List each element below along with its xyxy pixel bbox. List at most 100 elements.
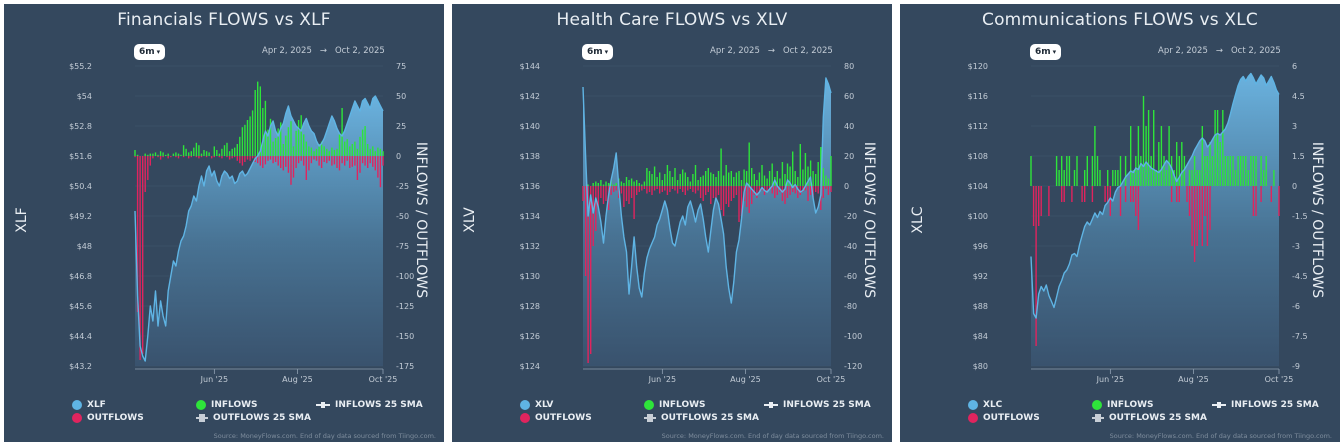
- inflow-bar: [1183, 156, 1186, 186]
- inflow-bar: [1181, 142, 1183, 186]
- outflow-bar: [1188, 186, 1191, 216]
- legend-outflows-sma[interactable]: OUTFLOWS 25 SMA: [196, 413, 311, 423]
- inflow-bar: [748, 142, 750, 186]
- legend-price[interactable]: XLC: [968, 400, 1002, 410]
- legend-price[interactable]: XLV: [520, 400, 553, 410]
- inflow-bar: [320, 141, 323, 156]
- date-end[interactable]: Oct 2, 2025: [782, 46, 833, 56]
- outflow-bar: [267, 156, 269, 161]
- legend-price[interactable]: XLF: [72, 400, 106, 410]
- inflow-bar: [1250, 156, 1252, 186]
- outflow-bar: [1130, 186, 1132, 202]
- outflow-bar: [218, 156, 221, 158]
- date-start[interactable]: Apr 2, 2025: [262, 46, 312, 56]
- inflow-bar: [671, 177, 674, 186]
- inflow-bar: [827, 178, 830, 186]
- price-line: [1030, 72, 1280, 319]
- outflow-bar: [177, 156, 180, 159]
- inflow-bar: [205, 151, 208, 156]
- inflow-bar: [382, 151, 384, 156]
- inflow-bar: [1214, 110, 1216, 186]
- outflow-bar: [699, 186, 702, 198]
- outflow-bar: [733, 186, 735, 198]
- y-left-tick-label: $116: [968, 92, 988, 101]
- outflow-bar: [241, 156, 244, 166]
- inflow-bar: [1263, 170, 1265, 186]
- inflow-bar: [758, 172, 761, 186]
- inflow-bar: [1193, 156, 1196, 186]
- chart-svg[interactable]: $120 $116 $112 $108 $104 $100 $96 $92 $88 $84 $80 6…: [900, 4, 1340, 442]
- inflow-bar: [208, 152, 210, 156]
- outflow-bar: [274, 156, 277, 162]
- outflow-bar: [139, 156, 141, 360]
- range-dropdown-button[interactable]: 6m ▾: [582, 44, 614, 60]
- inflow-bar: [257, 81, 259, 156]
- date-end[interactable]: Oct 2, 2025: [1230, 46, 1281, 56]
- legend-outflows-sma[interactable]: OUTFLOWS 25 SMA: [644, 413, 759, 423]
- legend-outflows-sma[interactable]: OUTFLOWS 25 SMA: [1092, 413, 1207, 423]
- y-right-tick-label: 75: [396, 62, 406, 71]
- outflow-bar: [1035, 186, 1037, 346]
- outflow-bar: [633, 186, 635, 219]
- inflow-bar: [751, 168, 753, 186]
- inflow-bar: [1086, 156, 1088, 186]
- legend-inflows-sma[interactable]: INFLOWS 25 SMA: [764, 400, 871, 410]
- inflow-bar: [771, 163, 773, 186]
- inflow-bar: [323, 146, 325, 156]
- inflow-bar: [1119, 156, 1122, 186]
- outflow-bar: [784, 186, 786, 204]
- y-left-tick-label: $108: [968, 152, 988, 161]
- arrow-icon: →: [319, 46, 327, 56]
- outflow-bar: [620, 186, 623, 194]
- date-start[interactable]: Apr 2, 2025: [710, 46, 760, 56]
- y-right-tick-label: -1.5: [1292, 212, 1308, 221]
- date-start[interactable]: Apr 2, 2025: [1158, 46, 1208, 56]
- inflow-bar: [781, 162, 784, 186]
- y-left-tick-label: $49.2: [69, 212, 92, 221]
- inflow-bar: [290, 121, 292, 156]
- inflow-bar: [172, 153, 175, 156]
- inflow-bar: [354, 141, 356, 156]
- square-line-icon: [644, 414, 656, 422]
- legend-inflows-sma[interactable]: INFLOWS 25 SMA: [316, 400, 423, 410]
- outflow-bar: [246, 156, 249, 160]
- inflow-bar: [707, 168, 709, 186]
- legend-outflows[interactable]: OUTFLOWS: [520, 413, 592, 423]
- chart-svg[interactable]: $144 $142 $140 $138 $136 $134 $132 $130 $128 $126…: [452, 4, 892, 442]
- legend-label: OUTFLOWS 25 SMA: [213, 413, 311, 423]
- legend-inflows[interactable]: INFLOWS: [1092, 400, 1154, 410]
- inflow-bar: [1216, 110, 1219, 186]
- inflow-bar: [643, 181, 646, 186]
- outflow-bar: [822, 186, 824, 198]
- outflow-bar: [249, 156, 251, 161]
- inflow-bar: [1173, 170, 1175, 186]
- outflow-bar: [142, 156, 144, 354]
- legend-inflows-sma[interactable]: INFLOWS 25 SMA: [1212, 400, 1319, 410]
- x-tick-label: Aug '25: [730, 375, 761, 384]
- y-right-tick-label: 80: [844, 62, 854, 71]
- chevron-down-icon: ▾: [1052, 48, 1057, 56]
- inflow-bar: [159, 151, 162, 156]
- range-dropdown-button[interactable]: 6m ▾: [134, 44, 166, 60]
- range-dropdown-button[interactable]: 6m ▾: [1030, 44, 1062, 60]
- inflow-bar: [1273, 170, 1275, 186]
- legend-label: XLF: [87, 400, 106, 410]
- outflow-bar: [367, 156, 369, 168]
- legend-outflows[interactable]: OUTFLOWS: [968, 413, 1040, 423]
- outflow-bar: [702, 186, 704, 201]
- outflow-bar: [766, 186, 768, 192]
- inflow-bar: [305, 141, 307, 156]
- chart-svg[interactable]: $55.2 $54 $52.8 $51.6 $50.4 $49.2 $48 $46.8 $45.…: [4, 4, 444, 442]
- inflow-bar: [676, 180, 679, 186]
- date-end[interactable]: Oct 2, 2025: [334, 46, 385, 56]
- line-marker-icon: [1212, 402, 1226, 408]
- legend-inflows[interactable]: INFLOWS: [644, 400, 706, 410]
- outflow-bar: [1260, 186, 1262, 202]
- outflow-bar: [1193, 186, 1196, 262]
- legend-inflows[interactable]: INFLOWS: [196, 400, 258, 410]
- outflow-bar: [1048, 186, 1050, 216]
- outflow-bar: [623, 186, 625, 207]
- outflow-bar: [648, 186, 651, 192]
- legend-outflows[interactable]: OUTFLOWS: [72, 413, 144, 423]
- inflow-bar: [638, 183, 640, 186]
